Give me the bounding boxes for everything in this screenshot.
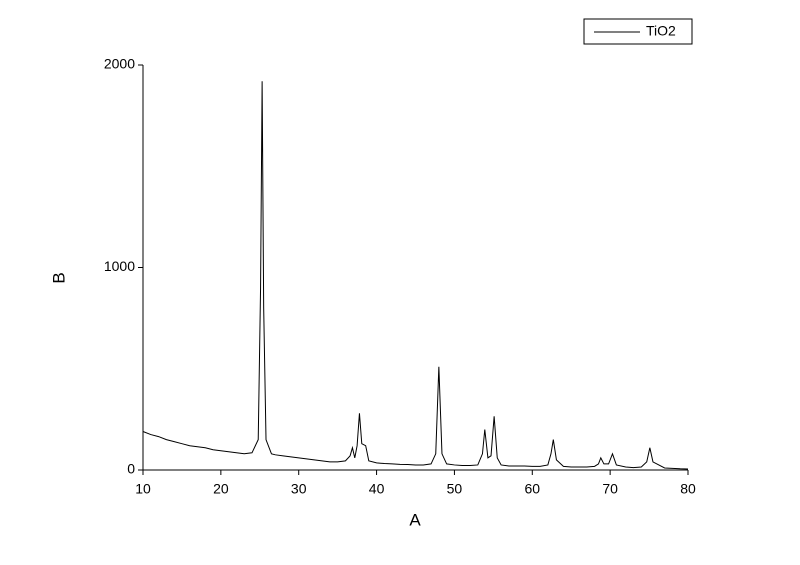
y-tick-label: 2000 [104, 56, 135, 72]
x-tick-label: 40 [369, 481, 385, 497]
y-tick-label: 0 [127, 461, 135, 477]
x-tick-label: 50 [447, 481, 463, 497]
x-tick-label: 80 [680, 481, 696, 497]
x-tick-label: 30 [291, 481, 307, 497]
x-tick-label: 10 [135, 481, 151, 497]
y-tick-label: 1000 [104, 258, 135, 274]
x-tick-label: 70 [602, 481, 618, 497]
x-axis-label: A [409, 510, 421, 529]
legend-label: TiO2 [646, 23, 676, 39]
x-tick-label: 20 [213, 481, 229, 497]
x-tick-label: 60 [524, 481, 540, 497]
y-axis-label: B [49, 272, 68, 283]
data-line [142, 81, 689, 470]
